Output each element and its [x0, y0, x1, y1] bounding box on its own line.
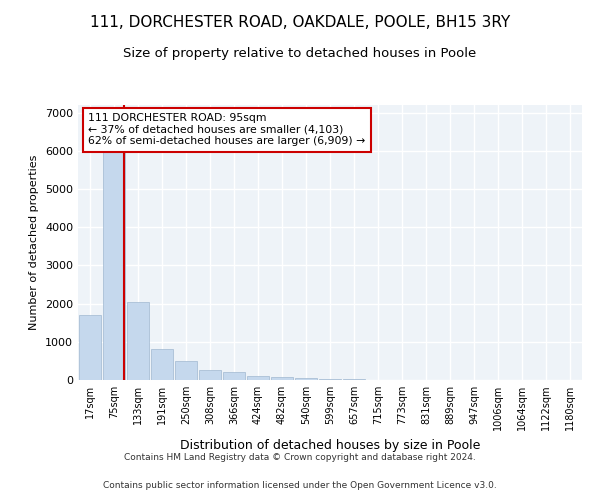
Bar [103, 147, 125, 380]
Bar [127, 302, 149, 380]
Bar [151, 350, 173, 380]
Bar [319, 378, 341, 380]
Bar [79, 315, 101, 380]
Bar [199, 370, 221, 380]
Bar [247, 376, 269, 380]
Text: 111 DORCHESTER ROAD: 95sqm
← 37% of detached houses are smaller (4,103)
62% of s: 111 DORCHESTER ROAD: 95sqm ← 37% of deta… [88, 114, 365, 146]
Bar [295, 378, 317, 380]
Text: Contains HM Land Registry data © Crown copyright and database right 2024.: Contains HM Land Registry data © Crown c… [124, 454, 476, 462]
Text: Contains public sector information licensed under the Open Government Licence v3: Contains public sector information licen… [103, 481, 497, 490]
X-axis label: Distribution of detached houses by size in Poole: Distribution of detached houses by size … [180, 438, 480, 452]
Bar [343, 379, 365, 380]
Bar [223, 372, 245, 380]
Bar [271, 377, 293, 380]
Text: Size of property relative to detached houses in Poole: Size of property relative to detached ho… [124, 48, 476, 60]
Bar [175, 361, 197, 380]
Text: 111, DORCHESTER ROAD, OAKDALE, POOLE, BH15 3RY: 111, DORCHESTER ROAD, OAKDALE, POOLE, BH… [90, 15, 510, 30]
Y-axis label: Number of detached properties: Number of detached properties [29, 155, 40, 330]
